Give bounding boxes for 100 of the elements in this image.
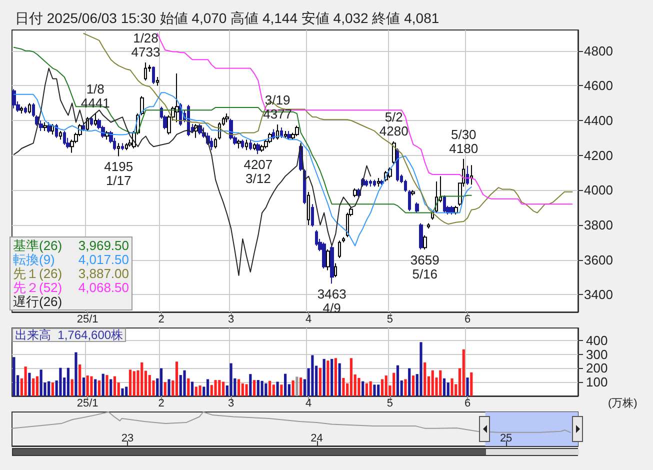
candlestick [256, 142, 260, 155]
annotation: 3659 5/16 [410, 252, 440, 282]
bar [264, 383, 268, 396]
candlestick [237, 139, 241, 149]
bar [330, 358, 334, 396]
bar [125, 386, 128, 396]
bar [292, 380, 294, 396]
bar [396, 365, 400, 396]
candlestick [330, 245, 334, 284]
candlestick [59, 130, 62, 140]
candlestick [311, 204, 314, 228]
candlestick [365, 179, 368, 188]
candlestick [43, 122, 47, 132]
bar [94, 379, 97, 396]
text: 転換(9) 4,017.50 [13, 252, 129, 267]
bar [164, 382, 166, 396]
candlestick [427, 222, 430, 229]
candlestick [466, 165, 469, 186]
candlestick [450, 205, 454, 216]
annotation: 1/28 4733 [131, 30, 160, 60]
candlestick [342, 236, 345, 243]
x-tick-label: 5 [386, 314, 394, 326]
candlestick [454, 205, 458, 216]
line-series [83, 32, 573, 225]
bar [439, 370, 442, 396]
candlestick [245, 139, 248, 151]
bar [241, 383, 244, 396]
bar [218, 380, 221, 396]
y-tick-label: 4600 [584, 78, 613, 94]
bar [384, 375, 388, 396]
bar [51, 382, 54, 396]
bar [466, 378, 469, 396]
bar [128, 370, 132, 396]
candlestick [443, 194, 446, 214]
candlestick [369, 179, 372, 188]
candlestick [12, 88, 16, 109]
bar [446, 382, 450, 396]
bar [198, 385, 202, 396]
x-tick-label: 6 [464, 398, 471, 410]
chart-title: 日付 2025/06/03 15:30 始値 4,070 高値 4,144 安値 4,032 終値 4,081 [15, 10, 440, 26]
candlestick [175, 73, 179, 123]
y-tick-label: 200 [586, 360, 608, 376]
bar [408, 368, 411, 396]
bar [380, 379, 384, 396]
bar [74, 352, 78, 396]
candlestick [415, 202, 419, 214]
bar [450, 378, 454, 396]
candlestick [140, 96, 144, 116]
candlestick [338, 240, 341, 259]
candlestick [295, 125, 299, 137]
y-tick-label: 3400 [584, 287, 613, 302]
x-tick-label: 4 [306, 314, 312, 326]
candlestick [392, 140, 396, 165]
annotation: 4195 1/17 [104, 159, 134, 188]
candlestick [144, 62, 147, 81]
candlestick [408, 190, 411, 212]
bar [362, 381, 364, 396]
x-tick-label: 6 [464, 314, 471, 326]
bar [106, 375, 108, 396]
bar [256, 380, 260, 396]
bar [24, 366, 27, 396]
candlestick [396, 148, 399, 182]
bar [377, 384, 380, 396]
bar [442, 378, 446, 396]
bar [358, 378, 360, 396]
candlestick [225, 113, 229, 123]
bar [373, 384, 376, 396]
candlestick [353, 188, 357, 198]
bar [98, 380, 101, 396]
bar [470, 372, 473, 396]
bar [28, 372, 31, 396]
candlestick [260, 144, 264, 152]
bar [187, 378, 190, 396]
bar [86, 375, 89, 396]
bar [132, 371, 136, 396]
bar [110, 379, 112, 396]
candlestick [82, 122, 85, 132]
x-tick-label: 23 [121, 432, 134, 444]
candlestick [63, 130, 66, 146]
candlestick [125, 142, 128, 151]
candlestick [284, 130, 287, 138]
annotation: 5/2 4280 [379, 109, 408, 138]
text: 基準(26) 3,969.50 [13, 238, 129, 253]
bar [78, 364, 82, 396]
bar [194, 386, 198, 396]
annotation: 5/30 4180 [449, 126, 478, 156]
y-tick-label: 300 [586, 346, 608, 362]
x-tick-label: 4 [306, 398, 312, 410]
candlestick [152, 66, 155, 84]
text: 遅行(26) [13, 294, 62, 309]
candlestick [94, 112, 97, 126]
y-tick-label: 4200 [584, 148, 613, 163]
x-tick-label: 3 [228, 314, 234, 326]
bar [334, 358, 338, 396]
candlestick [121, 142, 124, 151]
bar [214, 380, 217, 396]
bar [32, 378, 35, 396]
bar [190, 382, 194, 396]
candlestick [249, 139, 252, 151]
candlestick [253, 142, 256, 151]
